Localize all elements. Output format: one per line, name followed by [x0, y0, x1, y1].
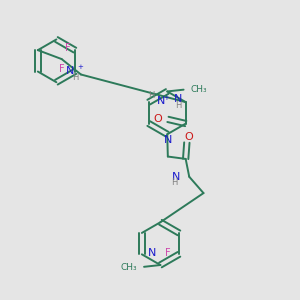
Text: N: N	[172, 172, 180, 182]
Text: N: N	[164, 135, 172, 145]
Text: CH₃: CH₃	[190, 85, 207, 94]
Text: CH₃: CH₃	[121, 263, 137, 272]
Text: H: H	[171, 178, 177, 187]
Text: N: N	[157, 96, 165, 106]
Text: F: F	[65, 43, 71, 53]
Text: O: O	[185, 132, 194, 142]
Text: H: H	[175, 100, 182, 109]
Text: H: H	[148, 91, 155, 100]
Text: O: O	[154, 114, 163, 124]
Text: N: N	[148, 248, 156, 258]
Text: N: N	[174, 94, 182, 103]
Text: N: N	[66, 66, 74, 76]
Text: H: H	[72, 73, 78, 82]
Text: F: F	[165, 248, 171, 258]
Text: +: +	[77, 64, 83, 70]
Text: F: F	[59, 64, 64, 74]
Text: +: +	[164, 95, 169, 101]
